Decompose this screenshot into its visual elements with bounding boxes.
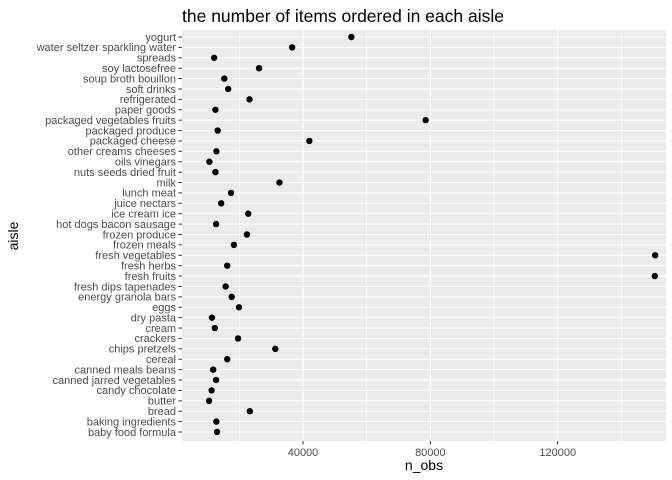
data-point xyxy=(306,137,313,145)
data-point xyxy=(212,220,220,228)
y-tick-label: soy lactosefree xyxy=(102,63,176,75)
y-tick-label: eggs xyxy=(152,302,176,314)
data-point xyxy=(224,85,232,93)
data-point xyxy=(243,231,251,238)
y-tick-label: lunch meat xyxy=(122,188,176,200)
data-point xyxy=(230,241,238,249)
data-point xyxy=(205,397,213,405)
y-tick-label: fresh dips tapenades xyxy=(74,281,177,293)
data-point xyxy=(227,189,235,197)
y-tick-label: oils vinegars xyxy=(115,157,177,169)
y-tick-label: fresh vegetables xyxy=(95,250,176,262)
data-point xyxy=(224,262,231,269)
grid-major xyxy=(182,30,666,441)
y-tick-label: other creams cheeses xyxy=(68,146,177,158)
y-axis-title: aisle xyxy=(5,221,21,250)
data-point xyxy=(246,408,254,415)
grid-minor xyxy=(239,30,622,441)
data-point xyxy=(217,200,225,207)
x-tick-label: 40000 xyxy=(288,447,319,459)
x-tick-label: 120000 xyxy=(539,447,576,459)
y-tick-label: fresh herbs xyxy=(121,260,177,272)
y-tick-label: ice cream ice xyxy=(111,209,176,221)
data-point xyxy=(208,387,215,394)
data-point xyxy=(210,54,218,61)
y-tick-label: packaged cheese xyxy=(90,136,176,148)
data-point xyxy=(212,106,219,113)
y-tick-label: hot dogs bacon sausage xyxy=(56,219,176,231)
data-points xyxy=(205,33,659,436)
y-tick-label: candy chocolate xyxy=(97,385,177,397)
y-tick-label: crackers xyxy=(134,333,176,345)
x-tick-label: 80000 xyxy=(415,447,446,459)
data-point xyxy=(213,428,221,436)
y-tick-label: packaged produce xyxy=(85,125,176,137)
data-point xyxy=(222,283,229,290)
data-point xyxy=(246,96,253,103)
y-tick-label: spreads xyxy=(137,53,177,65)
data-point xyxy=(245,210,252,217)
data-point xyxy=(288,44,296,51)
y-tick-label: packaged vegetables fruits xyxy=(45,115,176,127)
data-point xyxy=(208,314,216,321)
data-point xyxy=(235,304,243,311)
data-point xyxy=(651,272,659,280)
y-tick-label: cream xyxy=(145,323,176,335)
data-point xyxy=(213,418,220,425)
y-tick-label: paper goods xyxy=(115,105,177,117)
y-tick-label: soup broth bouillon xyxy=(83,73,176,85)
y-tick-label: juice nectars xyxy=(113,198,176,210)
y-tick-label: yogurt xyxy=(145,32,176,44)
data-point xyxy=(228,293,235,301)
data-point xyxy=(212,168,219,176)
data-point xyxy=(221,75,228,82)
y-tick-label: soft drinks xyxy=(126,84,177,96)
y-tick-label: chips pretzels xyxy=(109,344,177,356)
y-tick-label: refrigerated xyxy=(120,94,176,106)
data-point xyxy=(212,376,220,384)
y-tick-label: nuts seeds dried fruit xyxy=(74,167,176,179)
data-point xyxy=(422,116,429,124)
y-tick-label: canned meals beans xyxy=(74,364,176,376)
y-tick-label: bread xyxy=(148,406,176,418)
x-axis-title: n_obs xyxy=(405,457,443,473)
data-point xyxy=(276,179,283,186)
y-tick-label: frozen produce xyxy=(103,229,176,241)
data-point xyxy=(206,158,213,165)
data-point xyxy=(234,335,242,342)
data-point xyxy=(213,148,220,155)
y-tick-label: baking ingredients xyxy=(87,416,177,428)
data-point xyxy=(224,356,231,363)
y-tick-label: canned jarred vegetables xyxy=(52,375,176,387)
data-point xyxy=(211,324,218,332)
plot-panel xyxy=(182,30,666,441)
y-tick-label: cereal xyxy=(146,354,176,366)
y-tick-label: baby food formula xyxy=(88,427,177,439)
y-tick-label: energy granola bars xyxy=(78,292,176,304)
y-tick-label: butter xyxy=(148,396,176,408)
y-tick-label: fresh fruits xyxy=(125,271,177,283)
y-tick-label: frozen meals xyxy=(113,240,176,252)
y-tick-label: dry pasta xyxy=(131,312,177,324)
data-point xyxy=(272,345,279,353)
data-point xyxy=(214,127,221,134)
data-point xyxy=(651,252,659,259)
y-tick-label: milk xyxy=(156,177,176,189)
data-point xyxy=(348,33,355,41)
x-axis-ticks: 40000 80000 120000 xyxy=(288,441,576,459)
data-point xyxy=(210,366,217,373)
chart-title: the number of items ordered in each aisl… xyxy=(182,6,504,26)
data-point xyxy=(255,64,263,72)
y-tick-label: water seltzer sparkling water xyxy=(36,42,177,54)
